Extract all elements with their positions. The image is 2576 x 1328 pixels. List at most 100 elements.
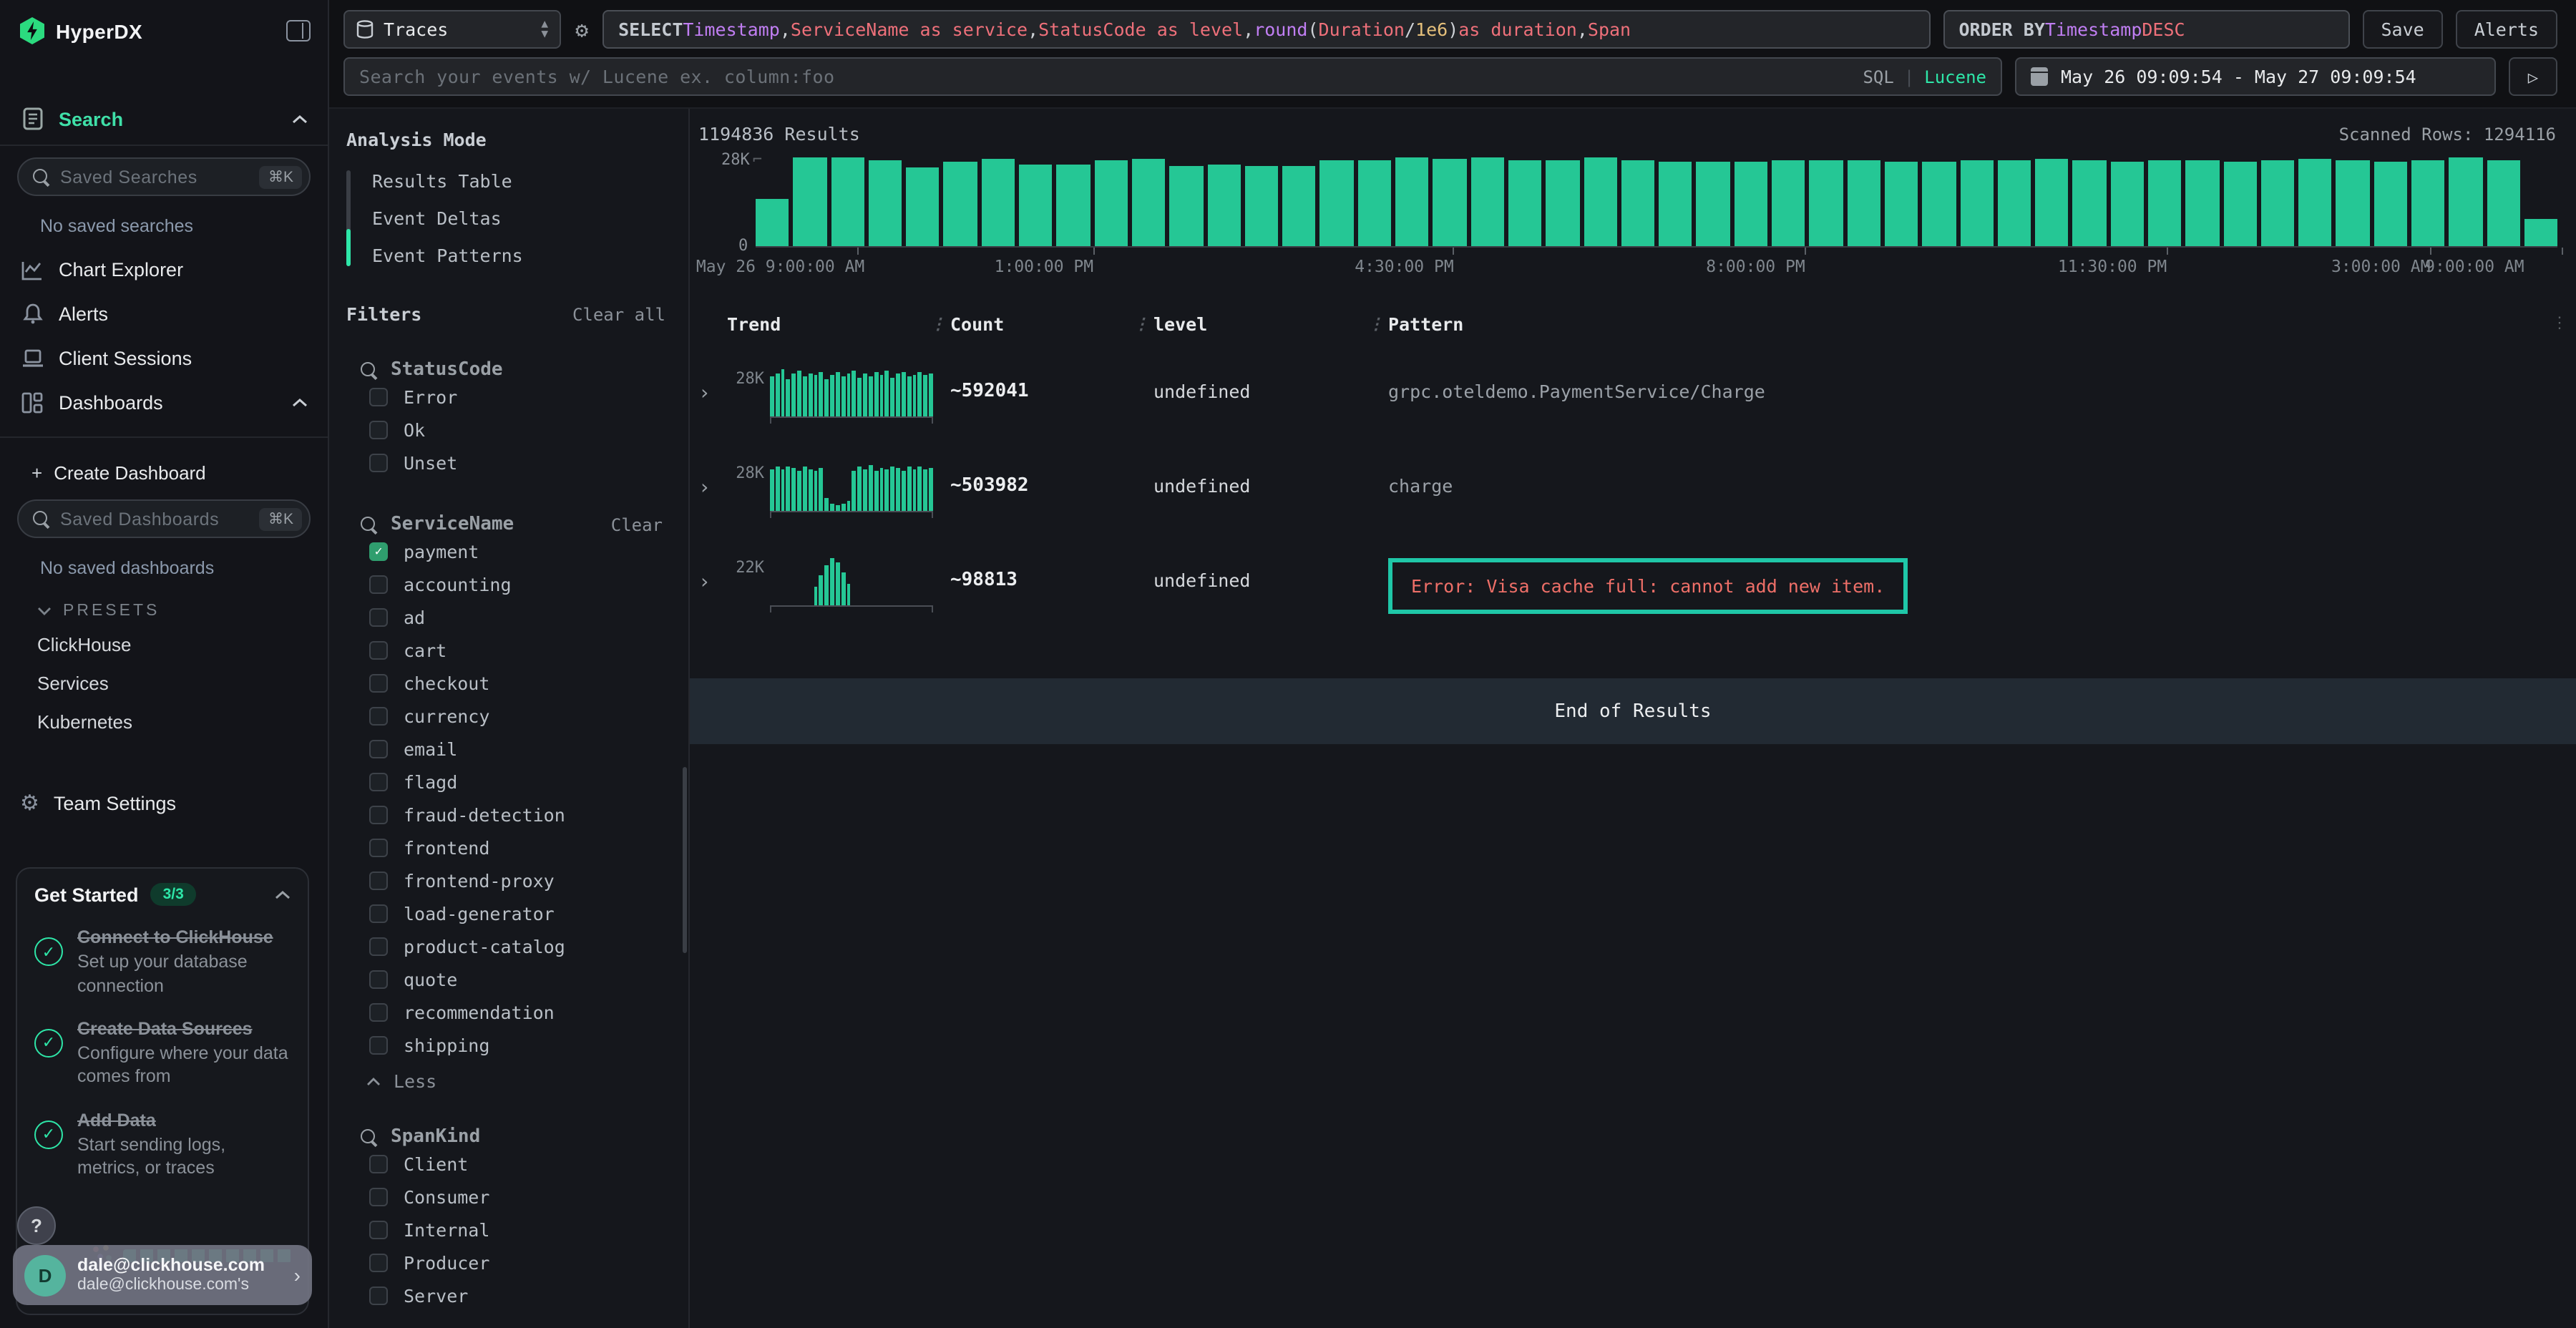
- chevron-up-icon[interactable]: [292, 398, 308, 408]
- filters-scrollbar[interactable]: [683, 767, 687, 953]
- lang-toggle-sql[interactable]: SQL: [1863, 67, 1894, 87]
- mode-results-table[interactable]: Results Table: [372, 170, 512, 192]
- sidebar-item-alerts[interactable]: Alerts: [0, 292, 328, 336]
- get-started-step[interactable]: ✓ Connect to ClickHouse Set up your data…: [34, 926, 291, 997]
- filter-checkbox-product-catalog[interactable]: product-catalog: [346, 930, 677, 963]
- column-header-count[interactable]: ⋮ Count: [930, 313, 1005, 335]
- checkbox[interactable]: [369, 1286, 388, 1305]
- filter-checkbox-producer[interactable]: Producer: [346, 1246, 677, 1279]
- date-range-picker[interactable]: May 26 09:09:54 - May 27 09:09:54: [2015, 57, 2496, 96]
- filter-checkbox-frontend-proxy[interactable]: frontend-proxy: [346, 864, 677, 897]
- source-settings-gear-icon[interactable]: ⚙: [575, 16, 589, 42]
- table-row[interactable]: › 22K ~98813 undefined Error: Visa cache ful…: [698, 552, 2576, 627]
- table-row[interactable]: › 28K ~592041 undefined grpc.oteldemo.Paymen…: [698, 363, 2576, 438]
- checkbox[interactable]: [369, 740, 388, 758]
- get-started-step[interactable]: ✓ Add Data Start sending logs, metrics, …: [34, 1108, 291, 1180]
- save-button[interactable]: Save: [2362, 10, 2443, 49]
- preset-clickhouse[interactable]: ClickHouse: [37, 634, 132, 655]
- search-input[interactable]: Search your events w/ Lucene ex. column:…: [343, 57, 2002, 96]
- filter-checkbox-shipping[interactable]: shipping: [346, 1029, 677, 1062]
- filter-checkbox-unset[interactable]: Unset: [346, 446, 677, 479]
- sidebar-item-chart-explorer[interactable]: Chart Explorer: [0, 248, 328, 292]
- filter-checkbox-recommendation[interactable]: recommendation: [346, 996, 677, 1029]
- filter-checkbox-cart[interactable]: cart: [346, 634, 677, 667]
- sidebar-item-team-settings[interactable]: ⚙ Team Settings: [20, 791, 176, 816]
- checkbox[interactable]: ✓: [369, 542, 388, 561]
- filter-checkbox-error[interactable]: Error: [346, 381, 677, 414]
- create-dashboard-button[interactable]: + Create Dashboard: [31, 462, 206, 484]
- results-histogram[interactable]: 28K 0: [721, 150, 2558, 255]
- table-row[interactable]: › 28K ~503982 undefined charge: [698, 458, 2576, 532]
- filter-checkbox-load-generator[interactable]: load-generator: [346, 897, 677, 930]
- saved-searches-input[interactable]: Saved Searches ⌘K: [17, 157, 311, 196]
- column-header-level[interactable]: ⋮ level: [1133, 313, 1208, 335]
- filter-checkbox-client[interactable]: Client: [346, 1148, 677, 1181]
- filter-checkbox-ok[interactable]: Ok: [346, 414, 677, 446]
- sidebar-item-dashboards[interactable]: Dashboards: [0, 381, 328, 425]
- alerts-button[interactable]: Alerts: [2455, 10, 2557, 49]
- column-header-pattern[interactable]: ⋮ Pattern: [1368, 313, 1464, 335]
- checkbox[interactable]: [369, 421, 388, 439]
- checkbox[interactable]: [369, 1036, 388, 1055]
- mode-event-patterns[interactable]: Event Patterns: [372, 245, 523, 266]
- checkbox[interactable]: [369, 674, 388, 693]
- run-query-button[interactable]: ▷: [2509, 57, 2557, 96]
- filter-checkbox-ad[interactable]: ad: [346, 601, 677, 634]
- filter-checkbox-payment[interactable]: ✓ payment: [346, 535, 677, 568]
- clear-all-button[interactable]: Clear all: [572, 305, 665, 325]
- checkbox[interactable]: [369, 806, 388, 824]
- presets-toggle[interactable]: PRESETS: [0, 590, 328, 625]
- checkbox[interactable]: [369, 1003, 388, 1022]
- checkbox[interactable]: [369, 904, 388, 923]
- checkbox[interactable]: [369, 872, 388, 890]
- checkbox[interactable]: [369, 773, 388, 791]
- checkbox[interactable]: [369, 641, 388, 660]
- filter-checkbox-server[interactable]: Server: [346, 1279, 677, 1312]
- filter-clear-button[interactable]: Clear: [610, 514, 663, 534]
- get-started-step[interactable]: ✓ Create Data Sources Configure where yo…: [34, 1017, 291, 1089]
- table-menu-dots-icon[interactable]: ⋮: [2552, 313, 2567, 332]
- filter-checkbox-flagd[interactable]: flagd: [346, 766, 677, 799]
- source-select[interactable]: Traces ▲ ▼: [343, 10, 561, 49]
- filter-checkbox-checkout[interactable]: checkout: [346, 667, 677, 700]
- filter-checkbox-accounting[interactable]: accounting: [346, 568, 677, 601]
- filter-checkbox-frontend[interactable]: frontend: [346, 831, 677, 864]
- expand-row-chevron[interactable]: ›: [698, 477, 711, 499]
- checkbox[interactable]: [369, 839, 388, 857]
- filter-checkbox-consumer[interactable]: Consumer: [346, 1181, 677, 1214]
- filter-checkbox-fraud-detection[interactable]: fraud-detection: [346, 799, 677, 831]
- highlighted-pattern[interactable]: Error: Visa cache full: cannot add new i…: [1388, 558, 1908, 614]
- checkbox[interactable]: [369, 1188, 388, 1206]
- checkbox[interactable]: [369, 1155, 388, 1173]
- chevron-up-icon[interactable]: [292, 114, 308, 124]
- preset-services[interactable]: Services: [37, 673, 109, 694]
- filter-checkbox-quote[interactable]: quote: [346, 963, 677, 996]
- checkbox[interactable]: [369, 454, 388, 472]
- collapse-sidebar-icon[interactable]: [286, 20, 311, 42]
- sidebar-item-search[interactable]: Search: [0, 96, 328, 142]
- select-clause-input[interactable]: SELECT Timestamp, ServiceName as service…: [602, 10, 1931, 49]
- sidebar-item-client-sessions[interactable]: Client Sessions: [0, 336, 328, 381]
- column-header-trend[interactable]: Trend: [727, 313, 781, 335]
- filter-checkbox-internal[interactable]: Internal: [346, 1214, 677, 1246]
- filter-checkbox-currency[interactable]: currency: [346, 700, 677, 733]
- help-button[interactable]: ?: [17, 1206, 56, 1245]
- checkbox[interactable]: [369, 388, 388, 406]
- checkbox[interactable]: [369, 970, 388, 989]
- chevron-up-icon[interactable]: [275, 889, 291, 899]
- lang-toggle-lucene[interactable]: Lucene: [1924, 67, 1986, 87]
- checkbox[interactable]: [369, 1221, 388, 1239]
- expand-row-chevron[interactable]: ›: [698, 382, 711, 405]
- user-menu[interactable]: D dale@clickhouse.com dale@clickhouse.co…: [13, 1245, 312, 1305]
- saved-dashboards-input[interactable]: Saved Dashboards ⌘K: [17, 499, 311, 538]
- show-less-toggle[interactable]: Less: [346, 1062, 677, 1092]
- checkbox[interactable]: [369, 575, 388, 594]
- checkbox[interactable]: [369, 1254, 388, 1272]
- order-by-input[interactable]: ORDER BY Timestamp DESC: [1943, 10, 2350, 49]
- checkbox[interactable]: [369, 707, 388, 726]
- expand-row-chevron[interactable]: ›: [698, 571, 711, 594]
- preset-kubernetes[interactable]: Kubernetes: [37, 711, 132, 733]
- mode-event-deltas[interactable]: Event Deltas: [372, 208, 502, 229]
- filter-checkbox-email[interactable]: email: [346, 733, 677, 766]
- checkbox[interactable]: [369, 608, 388, 627]
